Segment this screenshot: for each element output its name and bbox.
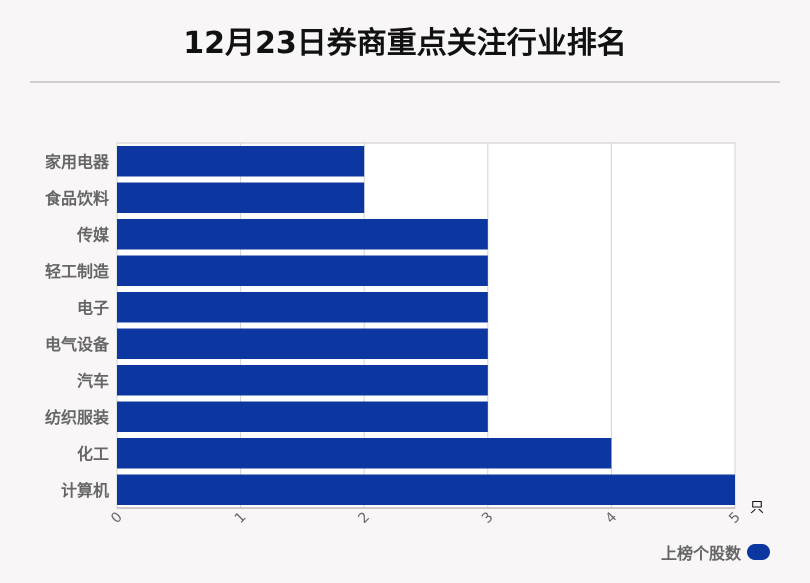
x-tick-label: 3: [479, 509, 497, 527]
category-label: 汽车: [77, 371, 109, 390]
bar: [117, 438, 612, 469]
x-tick-label: 5: [726, 509, 744, 527]
bar: [117, 292, 488, 323]
category-label: 化工: [77, 444, 109, 463]
bar: [117, 255, 488, 286]
x-tick-label: 2: [355, 509, 373, 527]
x-tick-labels: 0 1 2 3 4 5: [108, 509, 744, 527]
x-tick-label: 4: [603, 509, 621, 527]
category-label: 食品饮料: [44, 189, 109, 208]
legend: 上榜个股数: [661, 540, 770, 564]
category-label: 纺织服装: [45, 408, 109, 427]
bars: [117, 146, 735, 505]
x-axis-unit: 只: [750, 500, 764, 516]
chart-title: 12月23日券商重点关注行业排名: [183, 26, 627, 61]
category-label: 计算机: [61, 481, 109, 500]
legend-label: 上榜个股数: [660, 544, 741, 563]
category-label: 电气设备: [45, 335, 110, 354]
bar: [117, 401, 488, 432]
category-label: 传媒: [76, 225, 110, 244]
x-tick-label: 0: [108, 509, 126, 527]
bar: [117, 365, 488, 396]
category-label: 家用电器: [45, 152, 110, 171]
category-label: 电子: [77, 298, 109, 317]
legend-swatch: [747, 544, 770, 560]
category-label: 轻工制造: [45, 262, 110, 281]
bar: [117, 219, 488, 250]
bar: [117, 146, 365, 177]
bar: [117, 474, 735, 505]
bar: [117, 328, 488, 359]
title-divider: [30, 81, 780, 83]
x-tick-label: 1: [232, 509, 250, 527]
bar: [117, 182, 365, 213]
